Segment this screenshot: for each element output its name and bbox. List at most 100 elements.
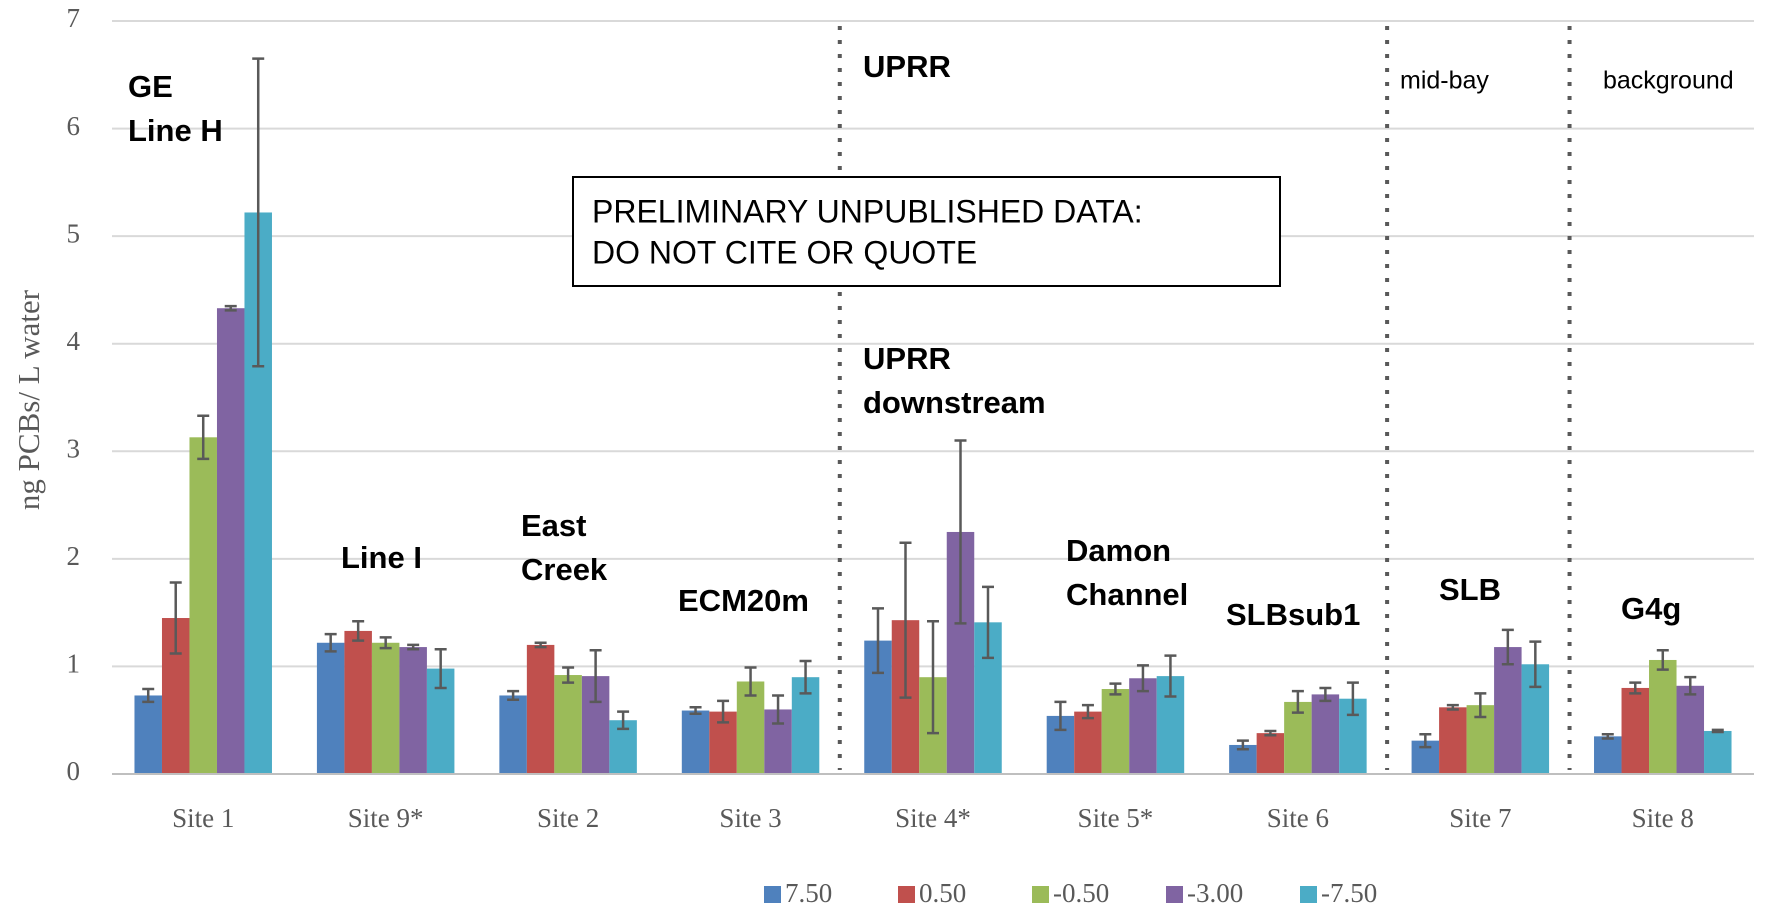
error-bar — [1656, 649, 1669, 671]
annotation: G4g — [1621, 591, 1681, 626]
y-tick-label: 3 — [67, 433, 81, 463]
error-bar — [1236, 739, 1249, 751]
annotation: Damon — [1066, 533, 1171, 568]
legend-swatch — [1300, 886, 1317, 903]
error-bar — [1136, 664, 1149, 693]
legend-swatch — [764, 886, 781, 903]
error-bar — [252, 57, 265, 368]
error-bar — [1684, 675, 1697, 696]
bar — [1284, 701, 1312, 774]
y-axis-label: ng PCBs/ L water — [11, 289, 46, 510]
legend-label: -0.50 — [1053, 878, 1109, 908]
error-bar — [589, 649, 602, 704]
legend-label: -7.50 — [1321, 878, 1377, 908]
notice-text: DO NOT CITE OR QUOTE — [592, 234, 977, 270]
x-tick-label: Site 6 — [1267, 803, 1329, 833]
x-tick-label: Site 2 — [537, 803, 599, 833]
annotation: GE — [128, 69, 173, 104]
error-bar — [324, 632, 337, 653]
x-tick-label: Site 5* — [1078, 803, 1154, 833]
error-bar — [1346, 681, 1359, 717]
error-bar — [717, 699, 730, 724]
error-bar — [352, 619, 365, 642]
bar — [344, 630, 372, 774]
error-bar — [379, 636, 392, 650]
x-tick-label: Site 8 — [1632, 803, 1694, 833]
y-tick-label: 6 — [67, 111, 81, 141]
x-tick-label: Site 9* — [348, 803, 424, 833]
error-bar — [982, 585, 994, 660]
error-bar — [1291, 689, 1304, 714]
error-bar — [799, 659, 812, 695]
annotation: SLB — [1439, 572, 1501, 607]
bar — [1256, 733, 1285, 774]
y-tick-label: 0 — [67, 756, 81, 786]
annotation: ECM20m — [678, 583, 809, 618]
error-bar — [1054, 700, 1067, 732]
error-bar — [169, 581, 182, 655]
bar — [1594, 736, 1622, 774]
annotation: Line H — [128, 113, 223, 148]
bar — [1129, 678, 1157, 774]
bar — [216, 308, 245, 774]
x-tick-label: Site 4* — [895, 803, 971, 833]
error-bar — [1711, 728, 1724, 734]
error-bar — [197, 414, 210, 461]
error-bar — [1419, 732, 1432, 749]
error-bar — [1081, 703, 1094, 720]
annotation: downstream — [863, 385, 1046, 420]
notice-box — [572, 176, 1281, 287]
bar — [1074, 711, 1102, 774]
annotation: East — [521, 508, 586, 543]
x-tick-label: Site 3 — [719, 803, 781, 833]
bar — [1494, 647, 1522, 774]
error-bar — [927, 619, 939, 735]
error-bar — [534, 641, 547, 649]
bar — [316, 642, 345, 774]
y-tick-label: 2 — [67, 541, 81, 571]
error-bar — [872, 607, 884, 675]
error-bar — [562, 666, 575, 684]
bar — [1649, 659, 1677, 774]
bar — [189, 437, 217, 774]
bar — [1676, 685, 1705, 774]
annotation: background — [1603, 67, 1734, 95]
error-bar — [1319, 686, 1332, 703]
error-bar — [744, 666, 757, 697]
bar — [1311, 694, 1340, 774]
bar — [134, 695, 162, 774]
error-bar — [1109, 682, 1122, 696]
error-bar — [1529, 640, 1542, 689]
error-bar — [899, 541, 912, 699]
legend-swatch — [1166, 886, 1183, 903]
bar — [1704, 730, 1732, 774]
error-bar — [772, 694, 785, 725]
error-bar — [1264, 729, 1277, 737]
bar — [1101, 689, 1130, 774]
error-bar — [617, 710, 630, 731]
legend-swatch — [1032, 886, 1049, 903]
error-bar — [1629, 681, 1642, 695]
bar — [736, 681, 765, 774]
annotation: Line I — [341, 540, 422, 575]
legend-label: -3.00 — [1187, 878, 1243, 908]
bar — [554, 675, 582, 774]
x-tick-label: Site 7 — [1449, 803, 1511, 833]
error-bar — [507, 689, 520, 702]
annotation: UPRR — [863, 341, 951, 376]
y-tick-label: 1 — [67, 649, 81, 679]
error-bar — [1164, 654, 1177, 698]
error-bar — [1501, 628, 1514, 666]
annotation: Creek — [521, 552, 608, 587]
annotation: SLBsub1 — [1226, 597, 1360, 632]
notice-text: PRELIMINARY UNPUBLISHED DATA: — [592, 193, 1143, 229]
error-bar — [407, 643, 420, 651]
error-bar — [954, 439, 967, 625]
error-bar — [142, 687, 155, 704]
error-bar — [434, 647, 447, 690]
annotation: Channel — [1066, 577, 1188, 612]
legend-swatch — [898, 886, 915, 903]
y-tick-label: 5 — [67, 218, 81, 248]
error-bar — [1474, 692, 1487, 719]
error-bar — [689, 706, 702, 716]
